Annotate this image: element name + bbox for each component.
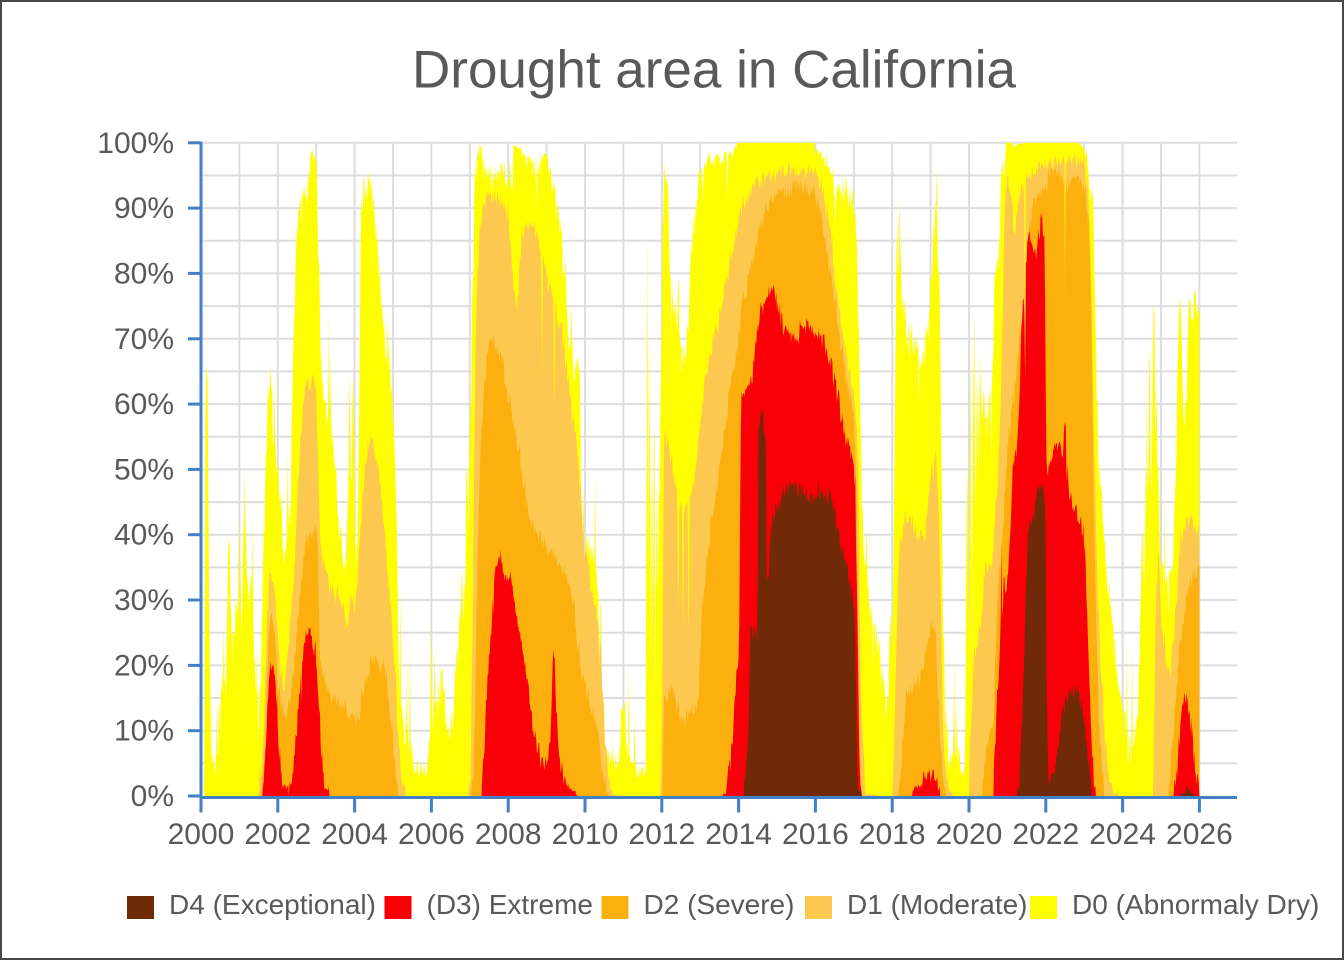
- svg-text:2002: 2002: [244, 818, 311, 851]
- svg-text:2012: 2012: [628, 818, 695, 851]
- svg-text:40%: 40%: [114, 519, 174, 552]
- svg-text:0%: 0%: [131, 780, 174, 813]
- svg-text:Drought area in California: Drought area in California: [412, 41, 1016, 100]
- svg-text:10%: 10%: [114, 715, 174, 748]
- svg-text:D4 (Exceptional): D4 (Exceptional): [169, 889, 376, 920]
- svg-text:2006: 2006: [398, 818, 465, 851]
- svg-text:2022: 2022: [1012, 818, 1079, 851]
- svg-text:2020: 2020: [936, 818, 1003, 851]
- svg-text:2010: 2010: [552, 818, 619, 851]
- svg-text:100%: 100%: [97, 127, 174, 160]
- svg-text:2026: 2026: [1166, 818, 1233, 851]
- svg-text:2014: 2014: [705, 818, 772, 851]
- svg-text:D1 (Moderate): D1 (Moderate): [847, 889, 1028, 920]
- svg-text:2008: 2008: [475, 818, 542, 851]
- svg-text:50%: 50%: [114, 453, 174, 486]
- svg-text:2004: 2004: [321, 818, 388, 851]
- svg-text:D0 (Abnormaly Dry): D0 (Abnormaly Dry): [1072, 889, 1319, 920]
- svg-text:80%: 80%: [114, 257, 174, 290]
- svg-text:30%: 30%: [114, 584, 174, 617]
- svg-text:2000: 2000: [168, 818, 235, 851]
- svg-text:2018: 2018: [859, 818, 926, 851]
- svg-text:60%: 60%: [114, 388, 174, 421]
- svg-text:70%: 70%: [114, 323, 174, 356]
- svg-text:20%: 20%: [114, 649, 174, 682]
- svg-text:2016: 2016: [782, 818, 849, 851]
- svg-text:2024: 2024: [1089, 818, 1156, 851]
- svg-text:D2 (Severe): D2 (Severe): [644, 889, 795, 920]
- svg-text:(D3) Extreme: (D3) Extreme: [427, 889, 593, 920]
- svg-text:90%: 90%: [114, 192, 174, 225]
